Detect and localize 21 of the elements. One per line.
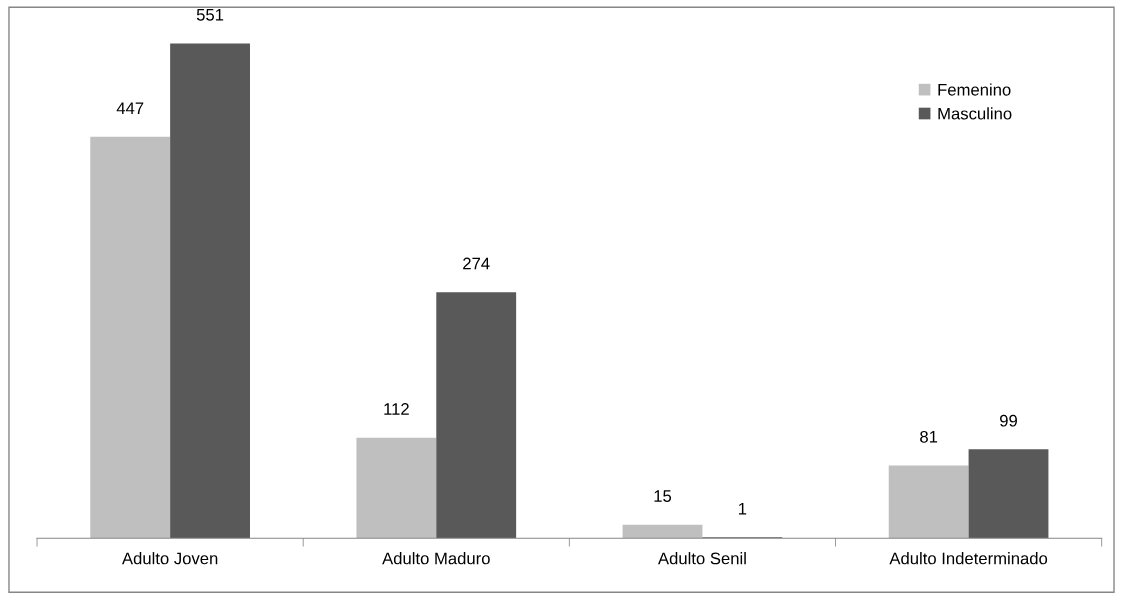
data-label: 1: [739, 502, 747, 515]
x-tick-label: Adulto Maduro: [382, 552, 490, 565]
bar: [888, 465, 969, 539]
data-label: 99: [1000, 414, 1017, 427]
data-label: 81: [920, 430, 938, 443]
x-tick-label: Adulto Senil: [658, 552, 746, 565]
bar: [90, 136, 171, 539]
bar: [968, 449, 1049, 539]
bar: [436, 292, 517, 539]
x-tick-label: Adulto Joven: [121, 552, 218, 565]
data-label: 274: [463, 257, 490, 270]
data-label: 551: [196, 9, 224, 21]
legend-label: Femenino: [938, 83, 1011, 96]
data-label: 112: [384, 403, 409, 415]
data-label: 15: [654, 490, 672, 502]
x-tick-label: Adulto Indeterminado: [889, 552, 1048, 565]
data-label: 447: [116, 102, 144, 114]
bar: [356, 437, 437, 539]
bar: [622, 524, 703, 539]
legend-label: Masculino: [938, 107, 1012, 120]
bar: [170, 43, 250, 539]
